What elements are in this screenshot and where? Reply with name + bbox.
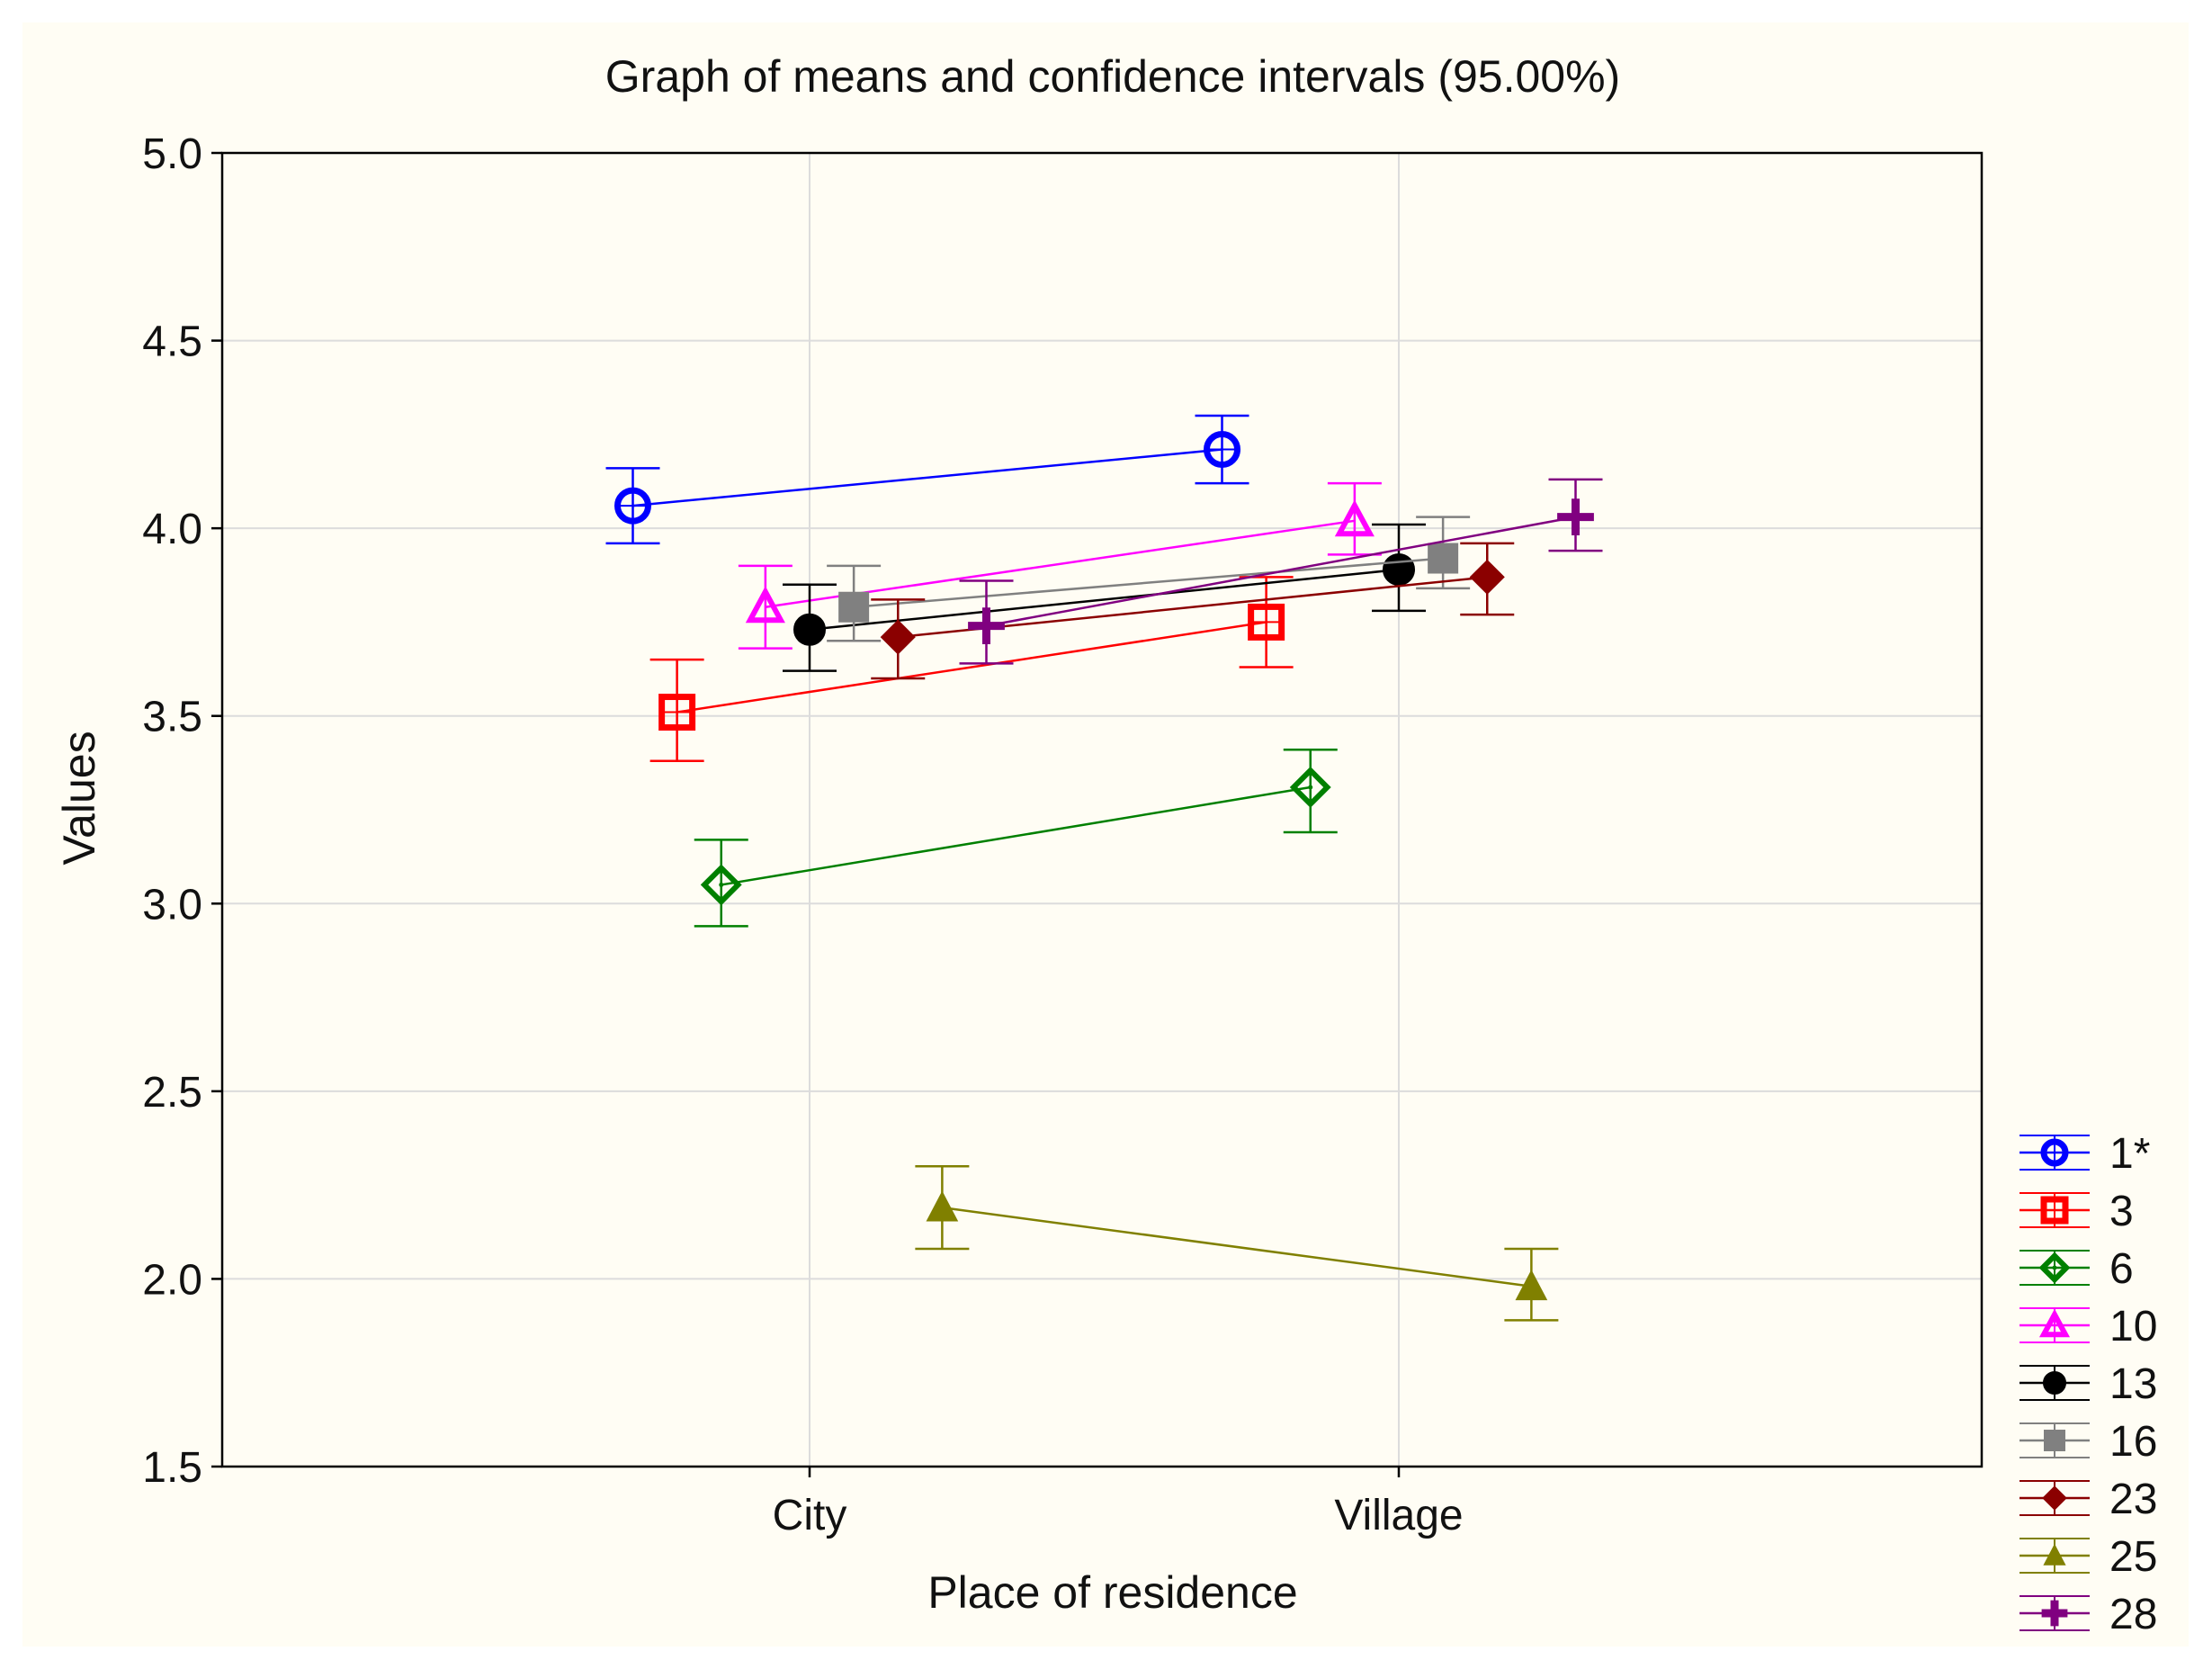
legend-marker: [2038, 1252, 2071, 1284]
legend-item-10: 10: [2019, 1303, 2157, 1350]
legend-label: 23: [2109, 1476, 2157, 1523]
data-point-village: [1428, 543, 1459, 574]
marker-center-dot: [719, 882, 724, 887]
legend-item-28: 28: [2019, 1591, 2157, 1638]
series-connector-line: [676, 621, 1267, 713]
data-point-city: [838, 591, 870, 623]
y-tick-label: 3.0: [142, 881, 202, 929]
data-point-city: [745, 586, 785, 624]
data-point-village: [1557, 498, 1594, 536]
series-connector-line: [721, 785, 1311, 886]
legend-label: 16: [2109, 1418, 2157, 1466]
data-point-village: [1289, 767, 1331, 808]
chart-frame: Graph of means and confidence intervals …: [22, 22, 2189, 1647]
series-3: [649, 576, 1294, 763]
y-tick-label: 4.0: [142, 506, 202, 553]
series-connector-line: [854, 557, 1444, 608]
series-connector-line: [632, 448, 1222, 507]
data-point-village: [1334, 499, 1375, 537]
x-axis-label: Place of residence: [927, 1567, 1297, 1618]
legend-label: 10: [2109, 1303, 2157, 1350]
series-1-star: [605, 414, 1249, 545]
data-point-village: [1383, 553, 1415, 587]
legend-item-23: 23: [2019, 1476, 2157, 1523]
chart-title: Graph of means and confidence intervals …: [605, 51, 1620, 102]
series-connector-line: [942, 1206, 1532, 1288]
series-28: [959, 478, 1603, 665]
series-16: [827, 516, 1471, 642]
legend-marker: [2043, 1371, 2066, 1395]
plot-area-border: [220, 151, 1984, 1468]
data-point-city: [926, 1190, 959, 1222]
marker-center-dot: [2052, 1265, 2057, 1270]
legend-marker: [2043, 1543, 2066, 1566]
legend-item-3: 3: [2019, 1188, 2134, 1235]
legend-label: 1*: [2109, 1130, 2150, 1178]
series-layer: [605, 414, 1603, 1322]
series-6: [694, 749, 1338, 928]
x-tick-label: City: [773, 1492, 847, 1539]
y-tick-label: 1.5: [142, 1444, 202, 1492]
data-point-city: [880, 619, 916, 655]
y-axis-label: Values: [54, 731, 104, 865]
legend-label: 6: [2109, 1245, 2134, 1293]
legend-marker: [2042, 1485, 2067, 1511]
legend-item-1-star: 1*: [2019, 1130, 2150, 1178]
legend-item-16: 16: [2019, 1418, 2157, 1466]
grid-lines: [222, 152, 1982, 1467]
y-tick-label: 5.0: [142, 130, 202, 178]
series-connector-line: [809, 568, 1400, 632]
series-connector-line: [986, 516, 1576, 627]
legend-item-6: 6: [2019, 1245, 2134, 1293]
data-point-village: [1469, 559, 1505, 595]
legend-label: 25: [2109, 1533, 2157, 1581]
legend-marker: [2038, 1308, 2071, 1338]
x-tick-label: Village: [1334, 1492, 1463, 1539]
data-point-village: [1515, 1270, 1548, 1301]
y-tick-label: 4.5: [142, 319, 202, 366]
data-point-city: [700, 864, 742, 906]
legend-marker: [2044, 1430, 2065, 1451]
data-point-city: [968, 607, 1005, 644]
y-tick-label: 3.5: [142, 694, 202, 741]
legend-item-13: 13: [2019, 1360, 2157, 1408]
legend-label: 13: [2109, 1360, 2157, 1408]
y-tick-label: 2.0: [142, 1256, 202, 1304]
axes: 1.5 2.0 2.5 3.0 3.5 4.0 4.5 5.0 City Village: [142, 130, 1463, 1539]
series-25: [915, 1165, 1559, 1322]
data-point-city: [793, 613, 826, 646]
means-ci-chart: Graph of means and confidence intervals …: [54, 51, 2157, 1638]
y-tick-label: 2.5: [142, 1069, 202, 1117]
legend-item-25: 25: [2019, 1533, 2157, 1581]
legend-marker: [2041, 1600, 2068, 1627]
series-13: [783, 523, 1426, 672]
legend-label: 28: [2109, 1591, 2157, 1638]
legend: 1* 3 6 10 13 16 23 25 28: [2019, 1130, 2157, 1638]
legend-label: 3: [2109, 1188, 2134, 1235]
marker-center-dot: [1308, 785, 1313, 790]
